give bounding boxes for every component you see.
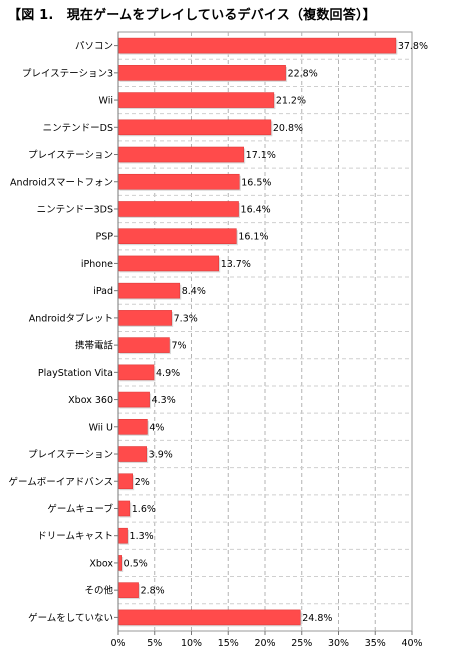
- category-label: ニンテンドー3DS: [37, 204, 113, 215]
- x-tick-label: 20%: [254, 638, 275, 649]
- chart-title: 【図 1. 現在ゲームをプレイしているデバイス（複数回答）】: [8, 8, 376, 23]
- bar: [117, 310, 172, 326]
- value-label: 16.1%: [238, 232, 268, 243]
- x-tick-label: 35%: [365, 638, 386, 649]
- category-label: ゲームをしていない: [28, 612, 113, 624]
- bar: [117, 500, 131, 517]
- x-tick-label: 25%: [291, 638, 312, 649]
- category-label: パソコン: [75, 41, 113, 52]
- category-label: PSP: [96, 232, 114, 243]
- category-label: Xbox 360: [68, 395, 113, 406]
- value-label: 13.7%: [221, 259, 251, 270]
- value-label: 8.4%: [182, 286, 206, 297]
- bar: [117, 446, 147, 462]
- category-label: ニンテンドーDS: [43, 123, 113, 134]
- category-label: プレイステーション: [28, 450, 113, 461]
- value-label: 7%: [171, 341, 186, 352]
- bar: [117, 391, 150, 408]
- bar: [117, 65, 286, 81]
- value-label: 20.8%: [273, 123, 303, 134]
- value-label: 4.3%: [152, 395, 176, 406]
- value-label: 2%: [135, 477, 150, 488]
- category-label: Wii U: [89, 422, 113, 433]
- value-label: 22.8%: [288, 68, 318, 79]
- x-tick-label: 5%: [147, 638, 162, 649]
- category-label: PlayStation Vita: [38, 368, 113, 379]
- bar: [117, 255, 219, 272]
- bar: [117, 364, 155, 381]
- category-label: ドリームキャスト: [37, 531, 113, 542]
- category-label: Androidスマートフォン: [10, 177, 113, 188]
- bar: [117, 228, 237, 245]
- value-label: 1.3%: [130, 531, 154, 542]
- category-label: Wii: [99, 96, 113, 107]
- category-label: その他: [84, 585, 113, 597]
- x-tick-label: 30%: [328, 638, 349, 649]
- category-label: 携帯電話: [75, 340, 114, 352]
- value-label: 4.9%: [156, 368, 180, 379]
- value-label: 17.1%: [246, 150, 276, 161]
- category-label: Xbox: [89, 558, 113, 569]
- x-tick-label: 0%: [110, 638, 125, 649]
- value-label: 24.8%: [302, 613, 332, 624]
- value-label: 0.5%: [124, 558, 148, 569]
- x-tick-label: 15%: [218, 638, 239, 649]
- category-label: iPad: [93, 286, 113, 297]
- x-tick-label: 10%: [181, 638, 202, 649]
- value-label: 16.5%: [241, 177, 271, 188]
- x-tick-label: 40%: [401, 638, 422, 649]
- value-label: 1.6%: [132, 504, 156, 515]
- category-label: プレイステーション: [28, 150, 113, 161]
- value-label: 16.4%: [241, 204, 271, 215]
- bar: [117, 527, 128, 544]
- bar: [117, 418, 148, 435]
- bar: [117, 37, 397, 54]
- value-label: 37.8%: [398, 41, 428, 52]
- bar: [117, 473, 133, 490]
- value-label: 21.2%: [276, 96, 306, 107]
- bar: [117, 282, 181, 299]
- bar: [117, 337, 170, 353]
- bar: [117, 119, 272, 136]
- value-label: 2.8%: [141, 586, 165, 597]
- category-label: プレイステーション3: [22, 68, 113, 79]
- category-label: ゲームボーイアドバンス: [8, 476, 113, 488]
- bar: [117, 582, 139, 598]
- bar: [117, 609, 301, 626]
- bar: [117, 146, 244, 163]
- category-label: ゲームキューブ: [47, 503, 113, 515]
- category-label: iPhone: [81, 259, 113, 270]
- value-label: 4%: [149, 422, 164, 433]
- value-label: 7.3%: [174, 313, 198, 324]
- bar: [117, 92, 275, 108]
- bar: [117, 201, 239, 217]
- bar: [117, 555, 122, 571]
- bar: [117, 173, 240, 190]
- value-label: 3.9%: [149, 450, 173, 461]
- category-label: Androidタブレット: [29, 312, 113, 324]
